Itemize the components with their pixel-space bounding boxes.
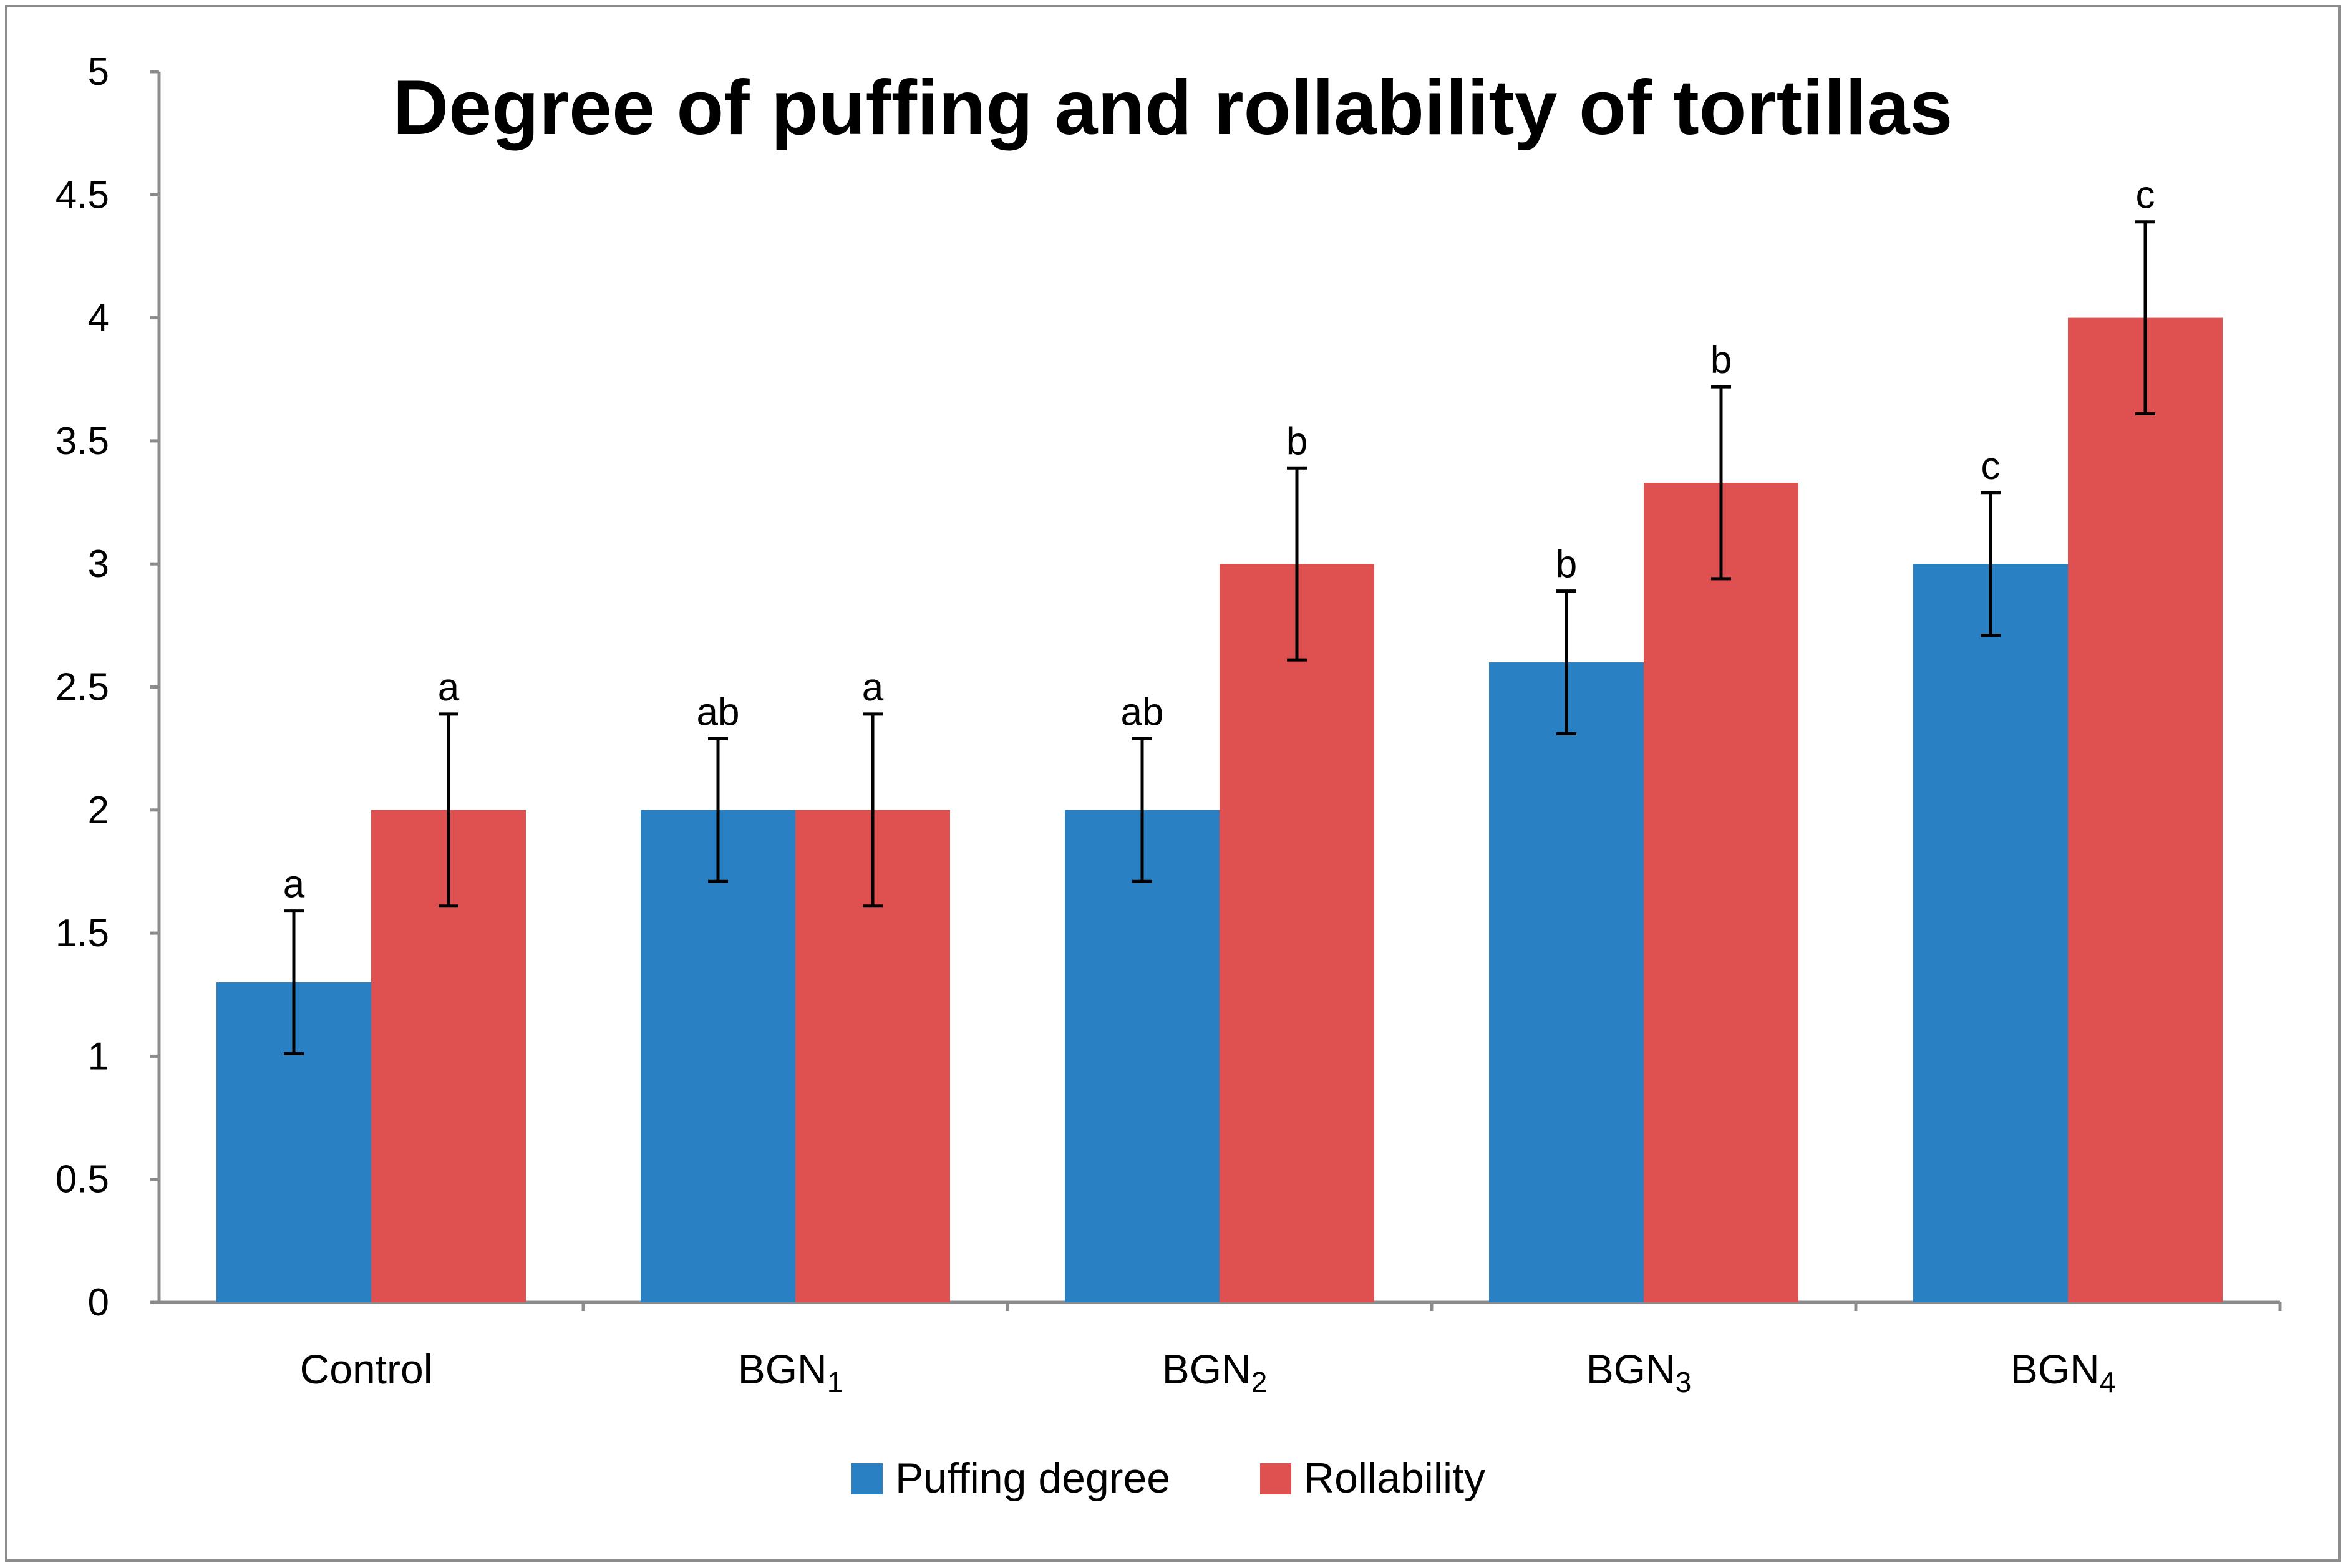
bar-puffing-degree bbox=[641, 810, 795, 1302]
y-tick-label: 3.5 bbox=[56, 420, 109, 463]
x-tick-label: Control bbox=[300, 1346, 433, 1392]
x-axis: Control BGN1 BGN2 BGN3 BGN4 bbox=[159, 1300, 2282, 1398]
legend-swatch-rollability bbox=[1260, 1463, 1291, 1494]
y-tick-label: 4 bbox=[88, 297, 109, 340]
y-tick-label: 1.5 bbox=[56, 912, 109, 955]
significance-label: b bbox=[1556, 543, 1577, 586]
significance-label: c bbox=[1981, 445, 2001, 488]
legend: Puffing degree Rollability bbox=[851, 1454, 1485, 1502]
significance-label: c bbox=[2136, 174, 2155, 217]
bar-rollability bbox=[2068, 317, 2223, 1303]
x-tick-label: BGN1 bbox=[738, 1346, 843, 1398]
y-tick-label: 5 bbox=[88, 51, 109, 94]
y-tick-label: 0 bbox=[88, 1281, 109, 1324]
x-tick-label-subscript: 4 bbox=[2100, 1366, 2116, 1398]
x-tick-label-subscript: 1 bbox=[827, 1366, 843, 1398]
bars bbox=[216, 317, 2223, 1303]
significance-label: a bbox=[862, 666, 884, 709]
bar-puffing-degree bbox=[1913, 564, 2068, 1303]
bar-rollability bbox=[1644, 482, 1798, 1303]
y-tick-label: 3 bbox=[88, 543, 109, 586]
significance-labels: a a ab a ab b b b c c bbox=[283, 174, 2155, 906]
significance-label: a bbox=[283, 863, 305, 906]
bar-puffing-degree bbox=[1065, 810, 1220, 1302]
bar-puffing-degree bbox=[1489, 662, 1644, 1302]
x-tick-label-base: BGN bbox=[738, 1346, 827, 1392]
significance-label: a bbox=[438, 666, 460, 709]
y-tick-label: 2.5 bbox=[56, 666, 109, 709]
legend-label: Puffing degree bbox=[895, 1454, 1170, 1502]
x-tick-label-subscript: 3 bbox=[1676, 1366, 1692, 1398]
y-tick-label: 2 bbox=[88, 789, 109, 832]
y-tick-label: 0.5 bbox=[56, 1158, 109, 1201]
x-tick-label-base: Control bbox=[300, 1346, 433, 1392]
x-tick-label-base: BGN bbox=[2011, 1346, 2100, 1392]
y-axis: 0 0.5 1 1.5 2 2.5 3 3.5 4 4.5 5 bbox=[56, 51, 161, 1324]
legend-swatch-puffing-degree bbox=[851, 1463, 883, 1494]
error-bars bbox=[284, 220, 2155, 1055]
x-tick-label: BGN4 bbox=[2011, 1346, 2116, 1398]
bar-rollability bbox=[1220, 564, 1374, 1303]
significance-label: ab bbox=[697, 690, 740, 733]
chart-title: Degree of puffing and rollability of tor… bbox=[393, 65, 1953, 151]
y-tick-label: 4.5 bbox=[56, 173, 109, 216]
x-tick-label-subscript: 2 bbox=[1251, 1366, 1268, 1398]
significance-label: ab bbox=[1121, 690, 1164, 733]
significance-label: b bbox=[1710, 339, 1732, 382]
x-tick-label-base: BGN bbox=[1162, 1346, 1251, 1392]
significance-label: b bbox=[1286, 420, 1307, 463]
x-tick-label-base: BGN bbox=[1586, 1346, 1676, 1392]
legend-label: Rollability bbox=[1304, 1454, 1485, 1502]
x-tick-label: BGN3 bbox=[1586, 1346, 1692, 1398]
x-tick-label: BGN2 bbox=[1162, 1346, 1268, 1398]
y-tick-label: 1 bbox=[88, 1035, 109, 1078]
